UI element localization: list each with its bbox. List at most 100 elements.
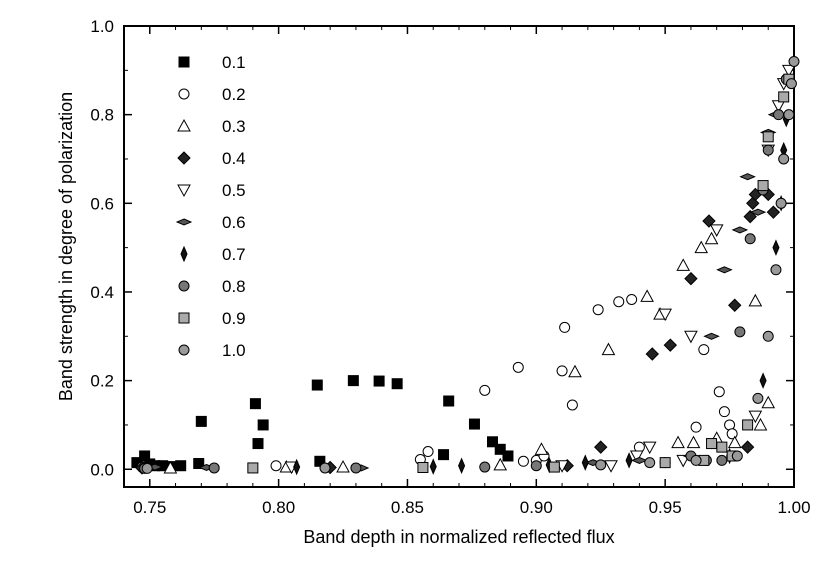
data-point xyxy=(690,454,702,466)
data-point xyxy=(727,435,742,449)
data-point xyxy=(770,264,782,276)
data-point xyxy=(613,296,625,308)
legend-marker xyxy=(178,344,190,356)
data-point xyxy=(479,461,491,473)
data-point xyxy=(592,304,604,316)
data-point xyxy=(257,419,269,431)
data-point xyxy=(658,308,672,322)
x-axis: 0.75 0.80 0.85 0.90 0.95 1.00 xyxy=(133,26,811,517)
legend-label: 0.7 xyxy=(222,245,246,264)
data-point xyxy=(252,438,264,450)
series-0.7 xyxy=(293,110,790,476)
legend-marker xyxy=(177,151,191,165)
data-point xyxy=(640,289,654,302)
data-point xyxy=(713,386,725,398)
data-point xyxy=(458,457,466,474)
legend-label: 0.2 xyxy=(222,85,246,104)
data-point xyxy=(556,365,568,377)
data-point xyxy=(671,435,685,449)
data-point xyxy=(759,372,767,389)
data-point xyxy=(566,399,578,411)
legend: 0.1 0.2 0.3 0.4 0.5 0.6 0.7 0.8 0.9 1.0 xyxy=(175,53,246,360)
data-point xyxy=(778,91,790,103)
data-point xyxy=(676,258,691,271)
data-point xyxy=(534,442,549,455)
data-point xyxy=(548,461,560,473)
x-tick-label: 0.95 xyxy=(649,498,682,517)
data-point xyxy=(686,435,701,449)
series-0.3 xyxy=(163,231,776,474)
x-axis-label: Band depth in normalized reflected flux xyxy=(303,527,614,547)
legend-label: 0.6 xyxy=(222,213,246,232)
legend-marker xyxy=(177,184,191,198)
x-tick-label: 0.90 xyxy=(520,498,553,517)
data-point xyxy=(604,460,618,473)
data-point xyxy=(766,205,781,219)
data-point xyxy=(659,457,671,469)
data-point xyxy=(740,440,755,454)
data-point xyxy=(726,428,738,440)
data-point xyxy=(734,326,746,338)
data-point xyxy=(718,406,730,418)
data-point xyxy=(350,462,362,474)
data-point xyxy=(625,452,633,469)
data-point xyxy=(762,144,774,156)
legend-label: 0.5 xyxy=(222,181,246,200)
data-point xyxy=(788,55,800,67)
series-1.0 xyxy=(141,55,800,474)
data-point xyxy=(568,364,582,378)
data-point xyxy=(783,109,795,121)
data-point xyxy=(698,344,710,356)
data-point xyxy=(336,460,350,473)
data-point xyxy=(744,233,756,245)
data-point xyxy=(581,454,589,471)
data-point xyxy=(249,398,261,410)
data-point xyxy=(502,450,514,462)
series-0.9 xyxy=(247,73,795,474)
x-tick-label: 1.00 xyxy=(777,498,810,517)
data-point xyxy=(443,395,455,407)
y-tick-label: 0.8 xyxy=(90,106,114,125)
data-point xyxy=(487,436,498,448)
data-point xyxy=(429,458,437,475)
data-point xyxy=(642,441,657,455)
data-point xyxy=(629,450,644,464)
data-point xyxy=(422,446,434,458)
data-point xyxy=(716,266,733,274)
data-point xyxy=(347,375,359,387)
data-point xyxy=(702,214,716,228)
data-point xyxy=(663,338,678,352)
data-point xyxy=(626,293,638,305)
x-tick-label: 0.75 xyxy=(133,498,166,517)
data-point xyxy=(644,457,656,469)
data-point xyxy=(706,438,718,450)
data-point xyxy=(709,224,724,237)
data-point xyxy=(601,342,616,356)
data-point xyxy=(690,421,702,433)
legend-label: 0.3 xyxy=(222,117,246,136)
data-point xyxy=(778,153,790,165)
data-point xyxy=(761,395,776,409)
data-point xyxy=(716,441,728,453)
data-point xyxy=(645,347,659,361)
data-point xyxy=(782,64,796,78)
data-point xyxy=(493,457,508,471)
y-axis: 0.0 0.2 0.4 0.6 0.8 1.0 xyxy=(90,17,794,479)
data-point xyxy=(694,240,709,254)
data-point xyxy=(512,361,524,373)
data-point xyxy=(193,458,205,470)
legend-marker xyxy=(175,218,193,226)
data-point xyxy=(247,462,259,474)
data-point xyxy=(438,449,450,461)
data-point xyxy=(731,226,749,234)
data-point xyxy=(594,440,608,454)
data-point xyxy=(716,454,728,466)
legend-marker xyxy=(177,118,191,132)
y-tick-label: 0.0 xyxy=(90,460,114,479)
legend-marker xyxy=(178,280,190,292)
data-point xyxy=(785,78,797,90)
data-point xyxy=(684,271,698,286)
legend-marker xyxy=(178,56,190,68)
legend-label: 1.0 xyxy=(222,341,246,360)
